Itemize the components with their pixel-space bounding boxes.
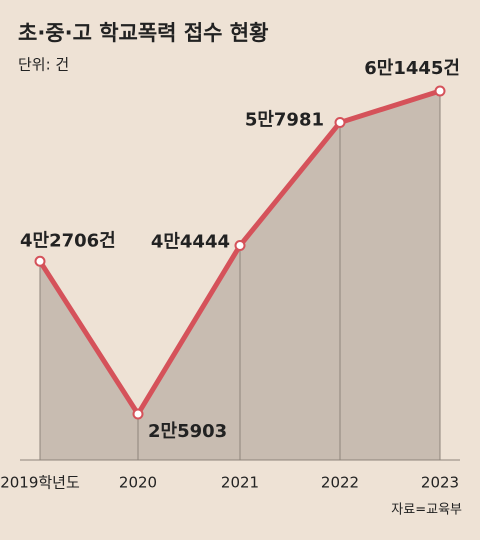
data-label: 4만2706건 xyxy=(20,230,116,251)
x-tick-label: 2019학년도 xyxy=(0,474,80,492)
marker xyxy=(334,116,346,128)
unit-note: 단위: 건 xyxy=(18,56,69,74)
marker xyxy=(234,240,246,252)
x-tick-label: 2021 xyxy=(221,474,259,492)
marker xyxy=(434,85,446,97)
data-label: 6만1445건 xyxy=(364,58,460,79)
source: 자료=교육부 xyxy=(391,503,462,518)
data-label: 5만7981 xyxy=(245,109,324,130)
chart-title: 초·중·고 학교폭력 접수 현황 xyxy=(18,21,268,45)
x-tick-label: 2023 xyxy=(421,474,459,492)
x-tick-label: 2020 xyxy=(119,474,157,492)
data-label: 2만5903 xyxy=(148,421,227,442)
marker xyxy=(132,408,144,420)
marker xyxy=(34,255,46,267)
data-label: 4만4444 xyxy=(151,232,230,253)
x-tick-label: 2022 xyxy=(321,474,359,492)
